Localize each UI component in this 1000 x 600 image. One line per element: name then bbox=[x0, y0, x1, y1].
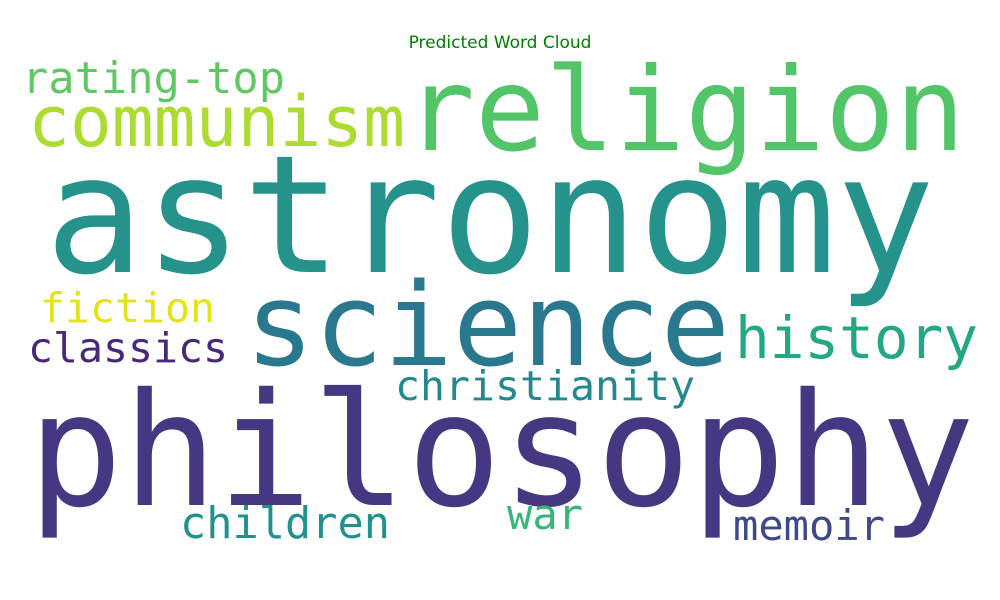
word: astronomy bbox=[45, 120, 935, 311]
word: memoir bbox=[733, 501, 885, 550]
word: science bbox=[245, 259, 730, 393]
word: war bbox=[507, 490, 583, 539]
word: christianity bbox=[395, 362, 695, 410]
word: children bbox=[180, 498, 390, 549]
word: religion bbox=[405, 43, 965, 178]
title: Predicted Word Cloud bbox=[409, 33, 592, 53]
word: communism bbox=[28, 81, 405, 163]
word: classics bbox=[28, 324, 228, 372]
word: rating-top bbox=[22, 53, 285, 104]
word: history bbox=[735, 304, 978, 372]
word: fiction bbox=[40, 284, 215, 332]
word: philosophy bbox=[28, 360, 975, 543]
